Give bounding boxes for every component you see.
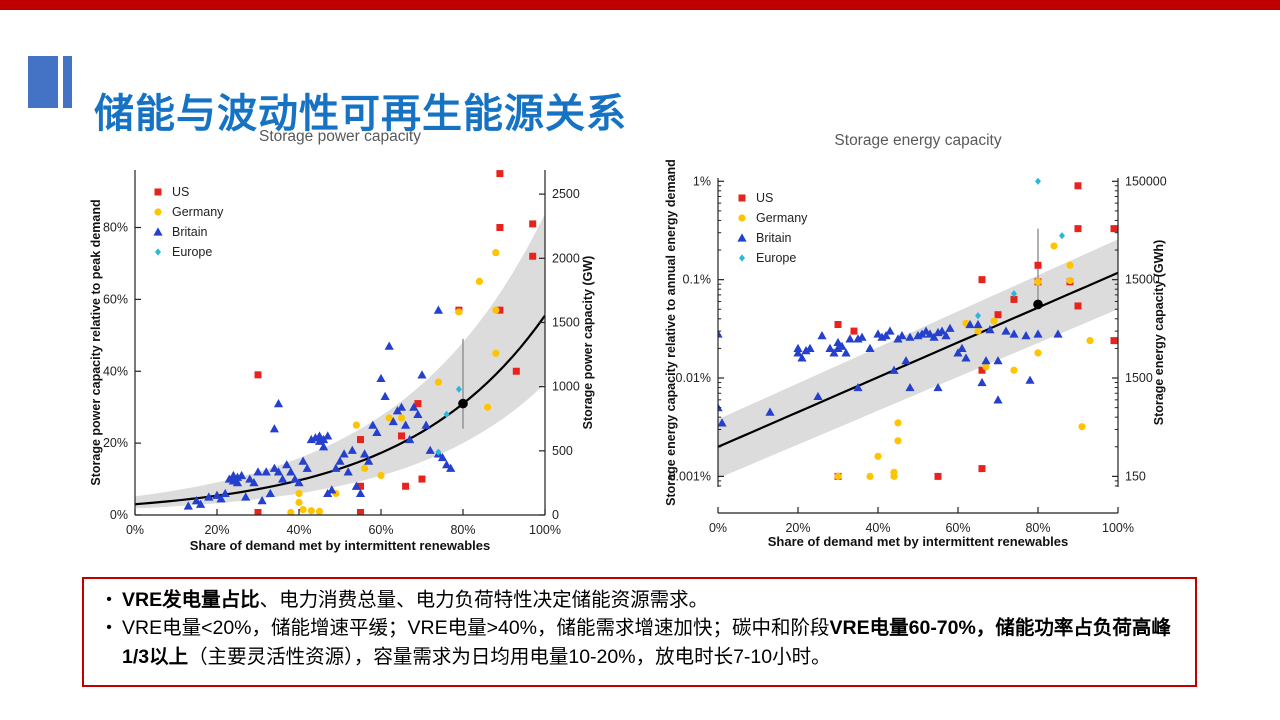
- chart-title: Storage power capacity: [259, 128, 421, 145]
- x-axis-label: Share of demand met by intermittent rene…: [768, 534, 1069, 549]
- svg-text:500: 500: [552, 444, 573, 458]
- svg-text:2000: 2000: [552, 251, 580, 265]
- svg-text:0%: 0%: [126, 523, 144, 537]
- series-us: [254, 170, 537, 515]
- series-germany: [834, 242, 1094, 480]
- svg-text:150000: 150000: [1125, 174, 1167, 188]
- svg-text:Britain: Britain: [172, 225, 207, 239]
- svg-text:1500: 1500: [1125, 371, 1153, 385]
- bullet-glyph: •: [106, 619, 112, 637]
- legend: US Germany Britain Europe: [737, 191, 808, 265]
- svg-text:0: 0: [552, 508, 559, 522]
- svg-text:US: US: [172, 185, 189, 199]
- storage-energy-capacity-svg: 0% 20% 40% 60% 80% 100% 1% 0.1% 0.01% 0.001% 15000…: [664, 132, 1167, 549]
- svg-text:Germany: Germany: [172, 205, 224, 219]
- svg-text:1%: 1%: [693, 174, 711, 188]
- svg-text:150: 150: [1125, 469, 1146, 483]
- svg-text:20%: 20%: [204, 523, 229, 537]
- note-bullet-list: • VRE发电量占比、电力消费总量、电力负荷特性决定储能资源需求。 • VRE电量<2…: [96, 586, 1181, 671]
- svg-text:40%: 40%: [286, 523, 311, 537]
- svg-text:60%: 60%: [368, 523, 393, 537]
- svg-text:20%: 20%: [103, 436, 128, 450]
- svg-text:40%: 40%: [103, 364, 128, 378]
- series-britain: [183, 305, 456, 510]
- note-text: VRE发电量占比、电力消费总量、电力负荷特性决定储能资源需求。: [122, 589, 709, 611]
- legend: US Germany Britain Europe: [153, 185, 224, 259]
- chart-title: Storage energy capacity: [834, 132, 1001, 149]
- series-europe: [435, 385, 462, 456]
- svg-text:0%: 0%: [110, 508, 128, 522]
- title-accent-square-narrow: [63, 56, 72, 108]
- svg-text:60%: 60%: [103, 292, 128, 306]
- x-axis-label: Share of demand met by intermittent rene…: [190, 538, 491, 553]
- note-bullet: • VRE发电量占比、电力消费总量、电力负荷特性决定储能资源需求。: [96, 586, 1181, 614]
- svg-text:1500: 1500: [552, 315, 580, 329]
- svg-text:80%: 80%: [103, 221, 128, 235]
- svg-text:0.001%: 0.001%: [669, 469, 711, 483]
- svg-text:US: US: [756, 191, 773, 205]
- svg-text:20%: 20%: [785, 521, 810, 535]
- storage-energy-capacity-chart: 0% 20% 40% 60% 80% 100% 1% 0.1% 0.01% 0.001% 15000…: [645, 125, 1245, 580]
- svg-text:60%: 60%: [945, 521, 970, 535]
- series-germany: [287, 249, 500, 515]
- svg-text:80%: 80%: [450, 523, 475, 537]
- svg-text:Britain: Britain: [756, 231, 791, 245]
- y-axis-label-right: Storage power capacity (GW): [581, 256, 595, 430]
- svg-text:0.01%: 0.01%: [676, 371, 711, 385]
- svg-text:0.1%: 0.1%: [683, 273, 712, 287]
- note-bullet: • VRE电量<20%，储能增速平缓；VRE电量>40%，储能需求增速加快；碳中和…: [96, 614, 1181, 671]
- page-title: 储能与波动性可再生能源关系: [94, 91, 627, 136]
- svg-text:15000: 15000: [1125, 273, 1160, 287]
- storage-power-capacity-chart: 0% 20% 40% 60% 80% 100% 0% 20% 40% 60% 80% 0 500 1000…: [60, 125, 635, 580]
- y-axis-label-left: Storage energy capacity relative to annu…: [664, 159, 678, 506]
- y-axis-label-left: Storage power capacity relative to peak …: [89, 199, 103, 485]
- svg-text:100%: 100%: [1102, 521, 1134, 535]
- note-box: • VRE发电量占比、电力消费总量、电力负荷特性决定储能资源需求。 • VRE电量<2…: [82, 577, 1197, 687]
- svg-text:Europe: Europe: [756, 251, 796, 265]
- title-accent-square-wide: [28, 56, 58, 108]
- svg-text:Europe: Europe: [172, 245, 212, 259]
- y-axis-label-right: Storage energy capacity (GWh): [1152, 240, 1166, 425]
- note-text: VRE电量<20%，储能增速平缓；VRE电量>40%，储能需求增速加快；碳中和阶…: [122, 617, 1171, 668]
- top-accent-bar: [0, 0, 1280, 10]
- svg-text:40%: 40%: [865, 521, 890, 535]
- svg-text:100%: 100%: [529, 523, 561, 537]
- svg-text:1000: 1000: [552, 380, 580, 394]
- svg-text:Germany: Germany: [756, 211, 808, 225]
- svg-text:80%: 80%: [1025, 521, 1050, 535]
- svg-text:2500: 2500: [552, 187, 580, 201]
- svg-text:0%: 0%: [709, 521, 727, 535]
- storage-power-capacity-svg: 0% 20% 40% 60% 80% 100% 0% 20% 40% 60% 80% 0 500 1000…: [89, 128, 595, 553]
- series-britain: [718, 319, 1063, 427]
- bullet-glyph: •: [106, 591, 112, 608]
